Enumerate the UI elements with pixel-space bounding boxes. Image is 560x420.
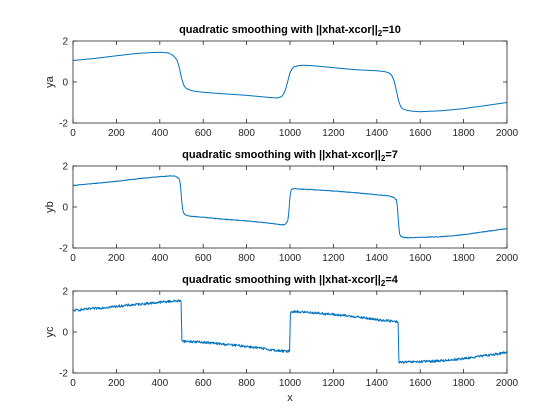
x-tick-label: 400 xyxy=(151,378,168,389)
x-tick-label: 1000 xyxy=(279,378,302,389)
x-tick-label: 1800 xyxy=(452,378,475,389)
chart-panel-3: 0 200 400 600 800 1000 1200 1400 1600 1800 2000-20… xyxy=(44,274,519,404)
y-axis-label: yc xyxy=(44,326,56,338)
x-tick-label: 1800 xyxy=(452,128,475,139)
series-line-3 xyxy=(72,299,508,364)
x-tick-label: 2000 xyxy=(496,253,519,264)
chart-title: quadratic smoothing with ||xhat-xcor||2=… xyxy=(179,24,401,38)
chart-title-subscript: 2 xyxy=(381,154,386,163)
x-tick-label: 1400 xyxy=(366,128,389,139)
x-tick-label: 1000 xyxy=(279,253,302,264)
y-tick-label: 2 xyxy=(62,37,68,48)
y-tick-label: 2 xyxy=(62,162,68,173)
x-tick-label: 800 xyxy=(238,378,255,389)
x-tick-label: 800 xyxy=(238,253,255,264)
x-tick-label: 1600 xyxy=(409,378,432,389)
x-tick-label: 1600 xyxy=(409,128,432,139)
chart-title-subscript: 2 xyxy=(378,29,383,38)
y-axis-label: yb xyxy=(44,201,56,213)
chart-title: quadratic smoothing with ||xhat-xcor||2=… xyxy=(182,149,398,163)
x-tick-label: 1200 xyxy=(322,253,345,264)
series-line-1 xyxy=(72,51,508,113)
chart-title-suffix: =10 xyxy=(382,24,401,36)
x-tick-label: 1000 xyxy=(279,128,302,139)
x-axis-label: x xyxy=(287,392,293,404)
x-tick-label: 1200 xyxy=(322,378,345,389)
y-tick-label: -2 xyxy=(59,244,68,255)
x-tick-label: 1400 xyxy=(366,378,389,389)
x-tick-label: 200 xyxy=(108,378,125,389)
x-tick-label: 0 xyxy=(70,128,76,139)
x-tick-label: 1600 xyxy=(409,253,432,264)
x-tick-label: 1800 xyxy=(452,253,475,264)
x-tick-label: 200 xyxy=(108,128,125,139)
chart-title: quadratic smoothing with ||xhat-xcor||2=… xyxy=(182,274,399,288)
y-tick-label: 0 xyxy=(62,328,68,339)
x-tick-label: 600 xyxy=(195,378,212,389)
y-tick-label: 0 xyxy=(62,203,68,214)
x-tick-label: 400 xyxy=(151,253,168,264)
y-tick-label: -2 xyxy=(59,119,68,130)
x-tick-label: 2000 xyxy=(496,378,519,389)
chart-panel-2: 0 200 400 600 800 1000 1200 1400 1600 1800 2000-20… xyxy=(44,149,519,264)
x-tick-label: 600 xyxy=(195,128,212,139)
x-tick-label: 0 xyxy=(70,253,76,264)
x-tick-label: 1400 xyxy=(366,253,389,264)
x-tick-label: 800 xyxy=(238,128,255,139)
y-axis-label: ya xyxy=(44,75,56,88)
y-tick-label: 2 xyxy=(62,287,68,298)
chart-title-main: quadratic smoothing with ||xhat-xcor|| xyxy=(179,24,378,36)
x-tick-label: 0 xyxy=(70,378,76,389)
x-tick-label: 1200 xyxy=(322,128,345,139)
chart-panel-1: 0 200 400 600 800 1000 1200 1400 1600 1800 2000-20… xyxy=(44,24,519,139)
x-tick-label: 200 xyxy=(108,253,125,264)
y-tick-label: 0 xyxy=(62,78,68,89)
x-tick-label: 400 xyxy=(151,128,168,139)
x-tick-label: 600 xyxy=(195,253,212,264)
x-tick-label: 2000 xyxy=(496,128,519,139)
chart-title-suffix: =7 xyxy=(385,149,398,161)
y-tick-label: -2 xyxy=(59,369,68,380)
series-line-2 xyxy=(72,175,508,239)
chart-title-main: quadratic smoothing with ||xhat-xcor|| xyxy=(182,149,381,161)
chart-title-suffix: =4 xyxy=(385,274,398,286)
chart-title-subscript: 2 xyxy=(381,279,386,288)
chart-title-main: quadratic smoothing with ||xhat-xcor|| xyxy=(182,274,381,286)
